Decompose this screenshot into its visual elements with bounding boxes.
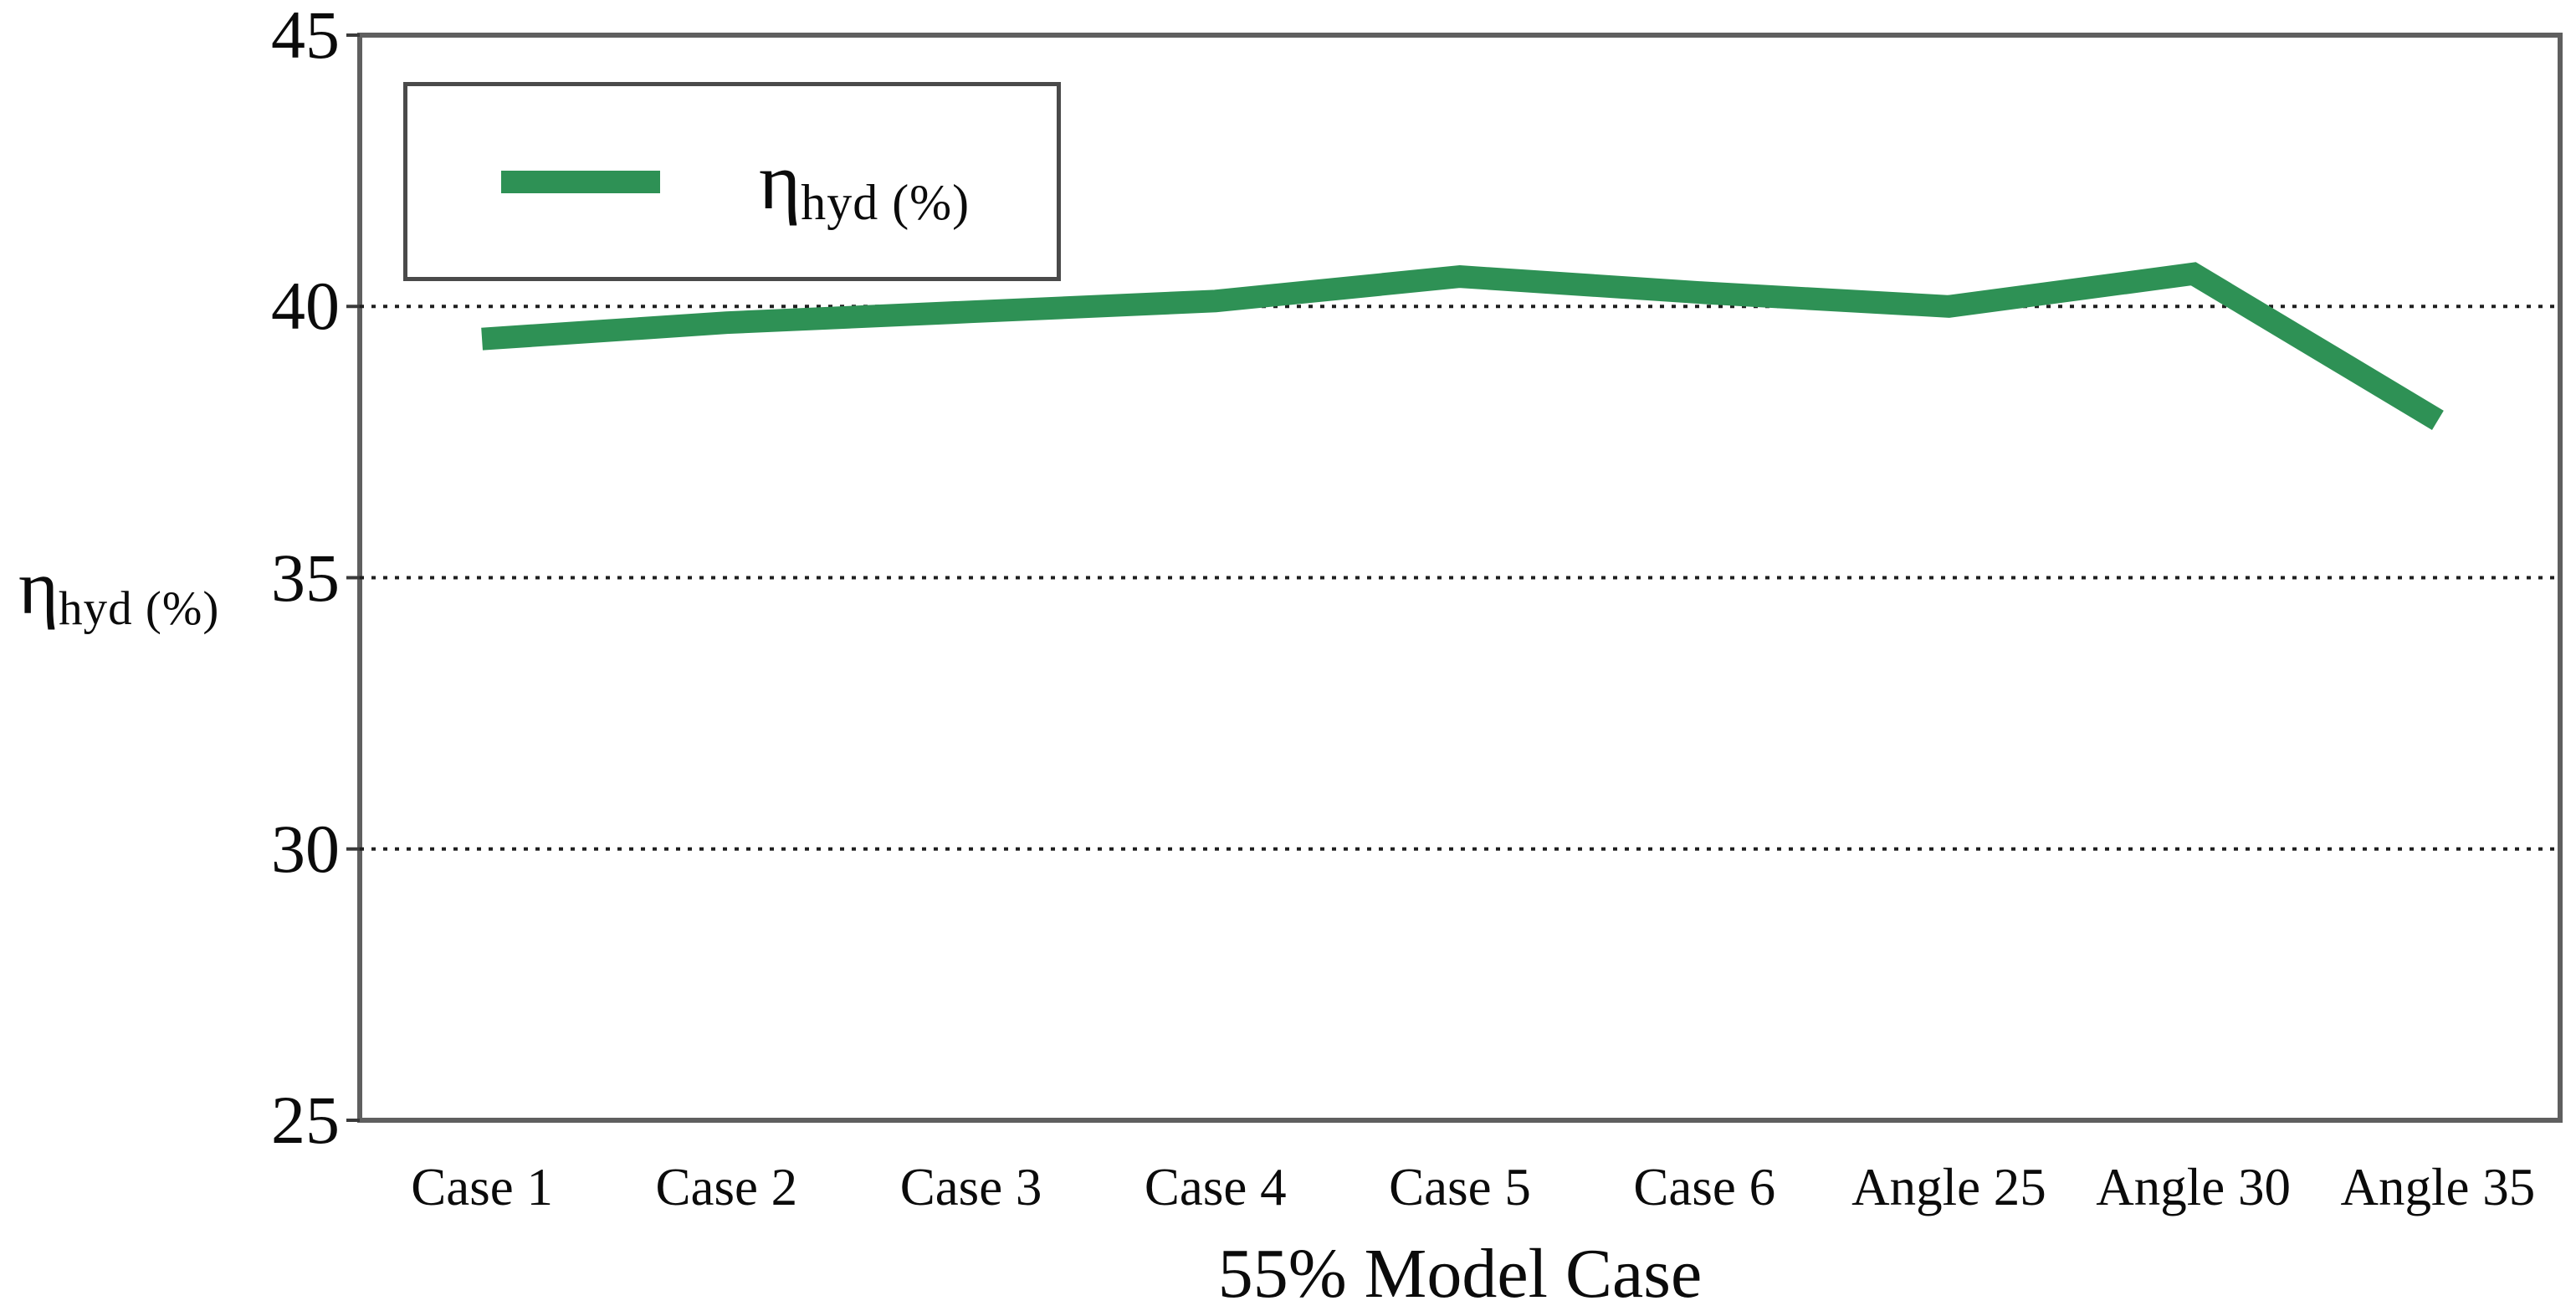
x-tick-label-5: Case 5 <box>1389 1158 1531 1216</box>
legend-box: ηhyd (%) <box>403 82 1061 281</box>
y-tick-label-25: 25 <box>271 1082 340 1158</box>
y-ticks-group <box>346 33 360 1122</box>
y-axis-title: ηhyd (%) <box>18 545 219 635</box>
efficiency-line-series <box>481 262 2444 430</box>
x-tick-label-1: Case 1 <box>411 1158 553 1216</box>
x-tick-label-9: Angle 35 <box>2340 1158 2536 1216</box>
y-tick-label-30: 30 <box>271 810 340 887</box>
y-axis-title-subscript: hyd (%) <box>59 581 220 635</box>
y-tick-label-35: 35 <box>271 539 340 616</box>
x-tick-label-8: Angle 30 <box>2096 1158 2292 1216</box>
legend-label-eta: η <box>759 136 801 226</box>
legend-line-swatch <box>501 170 660 193</box>
y-axis-title-eta: η <box>18 545 59 630</box>
x-axis-title: 55% Model Case <box>1217 1235 1703 1311</box>
x-tick-label-2: Case 2 <box>655 1158 798 1216</box>
x-tick-label-7: Angle 25 <box>1851 1158 2046 1216</box>
legend-label-subscript: hyd (%) <box>801 175 970 231</box>
x-tick-label-4: Case 4 <box>1144 1158 1287 1216</box>
x-tick-label-6: Case 6 <box>1633 1158 1776 1216</box>
x-tick-label-3: Case 3 <box>899 1158 1042 1216</box>
gridlines-group <box>360 305 2560 851</box>
y-tick-label-45: 45 <box>271 0 340 73</box>
legend-label: ηhyd (%) <box>759 140 970 231</box>
y-tick-label-40: 40 <box>271 268 340 345</box>
